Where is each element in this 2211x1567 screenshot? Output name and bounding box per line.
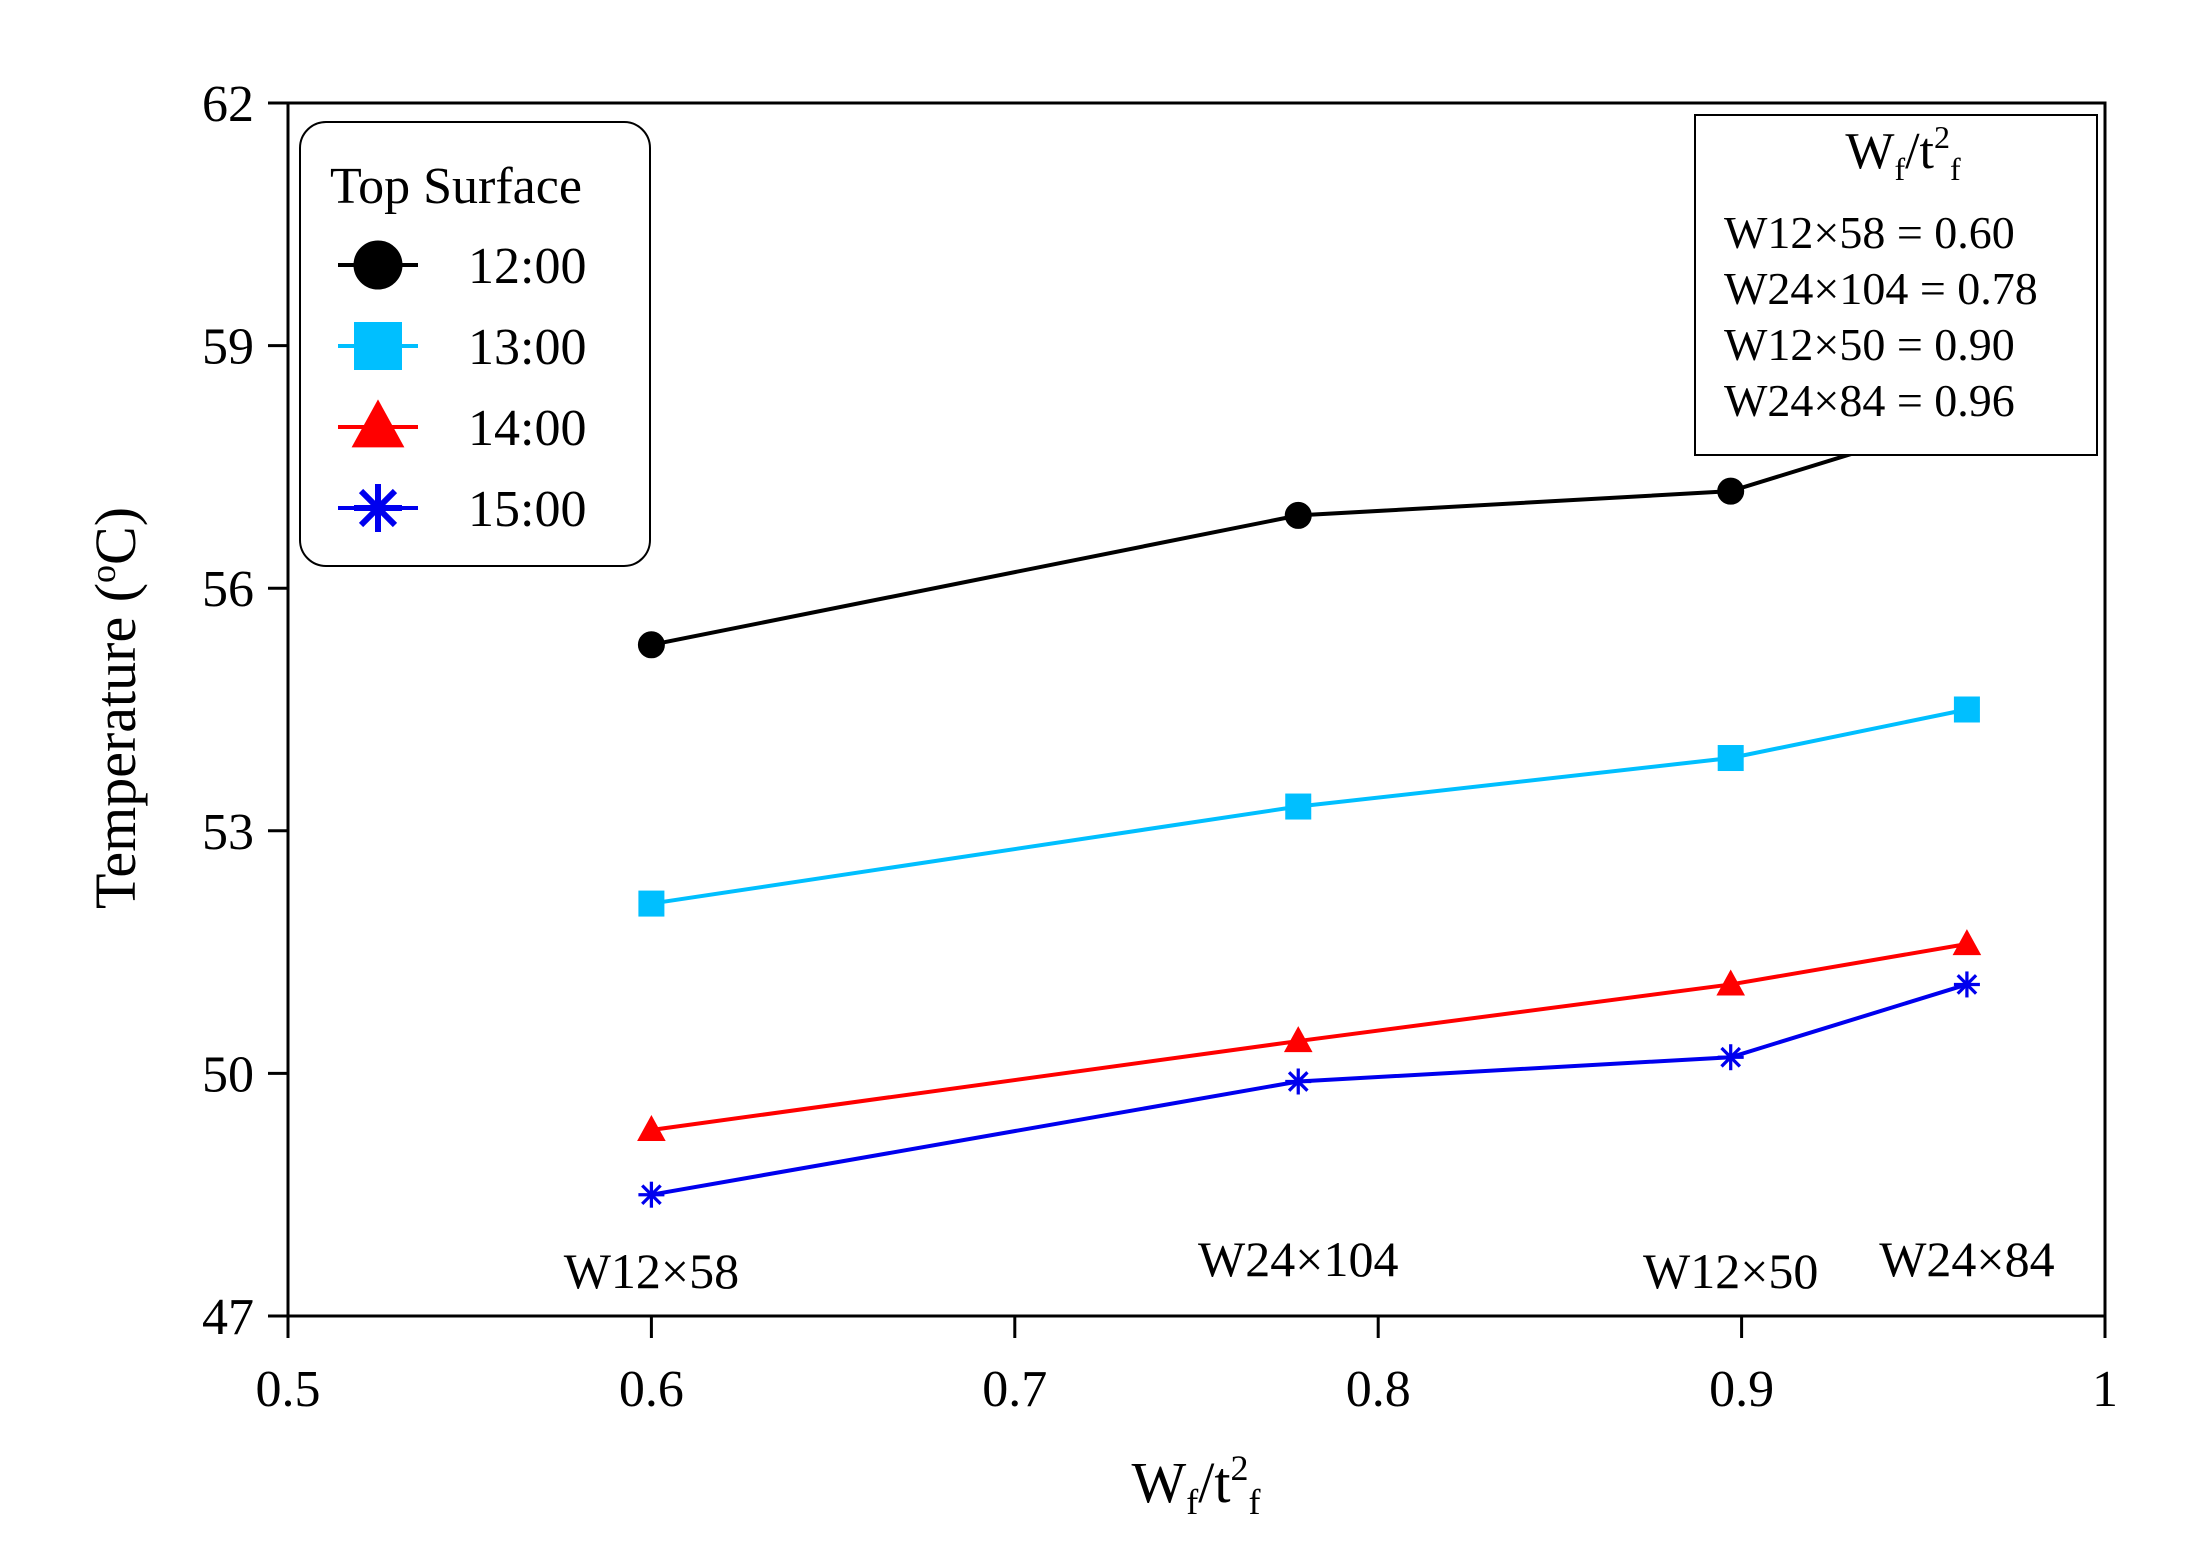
x-tick-label: 0.8 bbox=[1346, 1361, 1411, 1418]
info-line: W12×58 = 0.60 bbox=[1724, 207, 2015, 258]
legend-items: 12:00 13:00 14:00 15:00 bbox=[338, 238, 586, 538]
y-tick-label: 62 bbox=[202, 76, 254, 133]
legend-item: 14:00 bbox=[338, 399, 586, 457]
series-1300 bbox=[638, 696, 1980, 917]
legend-label: 15:00 bbox=[468, 481, 586, 538]
info-box-frame bbox=[1694, 114, 2098, 456]
y-tick-label: 47 bbox=[202, 1289, 254, 1346]
series-1500 bbox=[638, 971, 1980, 1208]
y-tick-label: 53 bbox=[202, 804, 254, 861]
data-point bbox=[1717, 745, 1744, 772]
y-tick-label: 56 bbox=[202, 561, 254, 618]
category-label: W12×50 bbox=[1643, 1243, 1818, 1299]
category-labels: W12×58 W24×104 W12×50 W24×84 bbox=[564, 1231, 2055, 1299]
data-point bbox=[353, 240, 403, 290]
legend-item: 13:00 bbox=[338, 319, 586, 376]
x-tick-label: 0.6 bbox=[619, 1361, 684, 1418]
data-point bbox=[1716, 969, 1745, 996]
plot-frame bbox=[286, 101, 2107, 1318]
data-point bbox=[1285, 793, 1312, 820]
data-point bbox=[1285, 1068, 1312, 1095]
y-axis-title: Temperature (oC) bbox=[83, 507, 148, 909]
data-point bbox=[354, 322, 402, 370]
data-point bbox=[637, 631, 665, 659]
series-line bbox=[651, 942, 1968, 1132]
category-label: W12×58 bbox=[564, 1243, 739, 1299]
series-line bbox=[651, 707, 1968, 906]
y-tick-label: 59 bbox=[202, 319, 254, 376]
x-tick-label: 0.9 bbox=[1709, 1361, 1774, 1418]
data-point bbox=[637, 1115, 666, 1142]
data-point bbox=[638, 1181, 665, 1208]
y-axis: 47 50 53 56 59 62 bbox=[202, 76, 288, 1346]
legend-item: 15:00 bbox=[338, 481, 586, 538]
data-point bbox=[1953, 696, 1980, 723]
data-point bbox=[354, 484, 402, 532]
x-axis: 0.5 0.6 0.7 0.8 0.9 1 bbox=[256, 1316, 2118, 1418]
legend-label: 14:00 bbox=[468, 400, 586, 457]
legend-label: 13:00 bbox=[468, 319, 586, 376]
legend-title: Top Surface bbox=[330, 158, 582, 215]
x-axis-title: Wf/t2f bbox=[1132, 1448, 1261, 1522]
info-line: W24×104 = 0.78 bbox=[1724, 263, 2038, 314]
series-1400 bbox=[637, 929, 1982, 1142]
x-tick-label: 1 bbox=[2092, 1361, 2118, 1418]
series-line bbox=[651, 982, 1968, 1197]
info-line: W24×84 = 0.96 bbox=[1724, 375, 2015, 426]
legend-box bbox=[299, 121, 651, 567]
info-box: Wf/t2f W12×58 = 0.60 W24×104 = 0.78 W12×… bbox=[1694, 114, 2098, 456]
data-point bbox=[1283, 1026, 1313, 1053]
data-point bbox=[351, 399, 405, 448]
category-label: W24×104 bbox=[1198, 1231, 1398, 1287]
x-tick-label: 0.5 bbox=[256, 1361, 321, 1418]
data-point bbox=[1717, 477, 1745, 505]
y-tick-label: 50 bbox=[202, 1046, 254, 1103]
data-point bbox=[1717, 1044, 1744, 1071]
legend-item: 12:00 bbox=[338, 238, 586, 295]
data-point bbox=[1953, 971, 1980, 998]
series-layer bbox=[637, 404, 1982, 1208]
legend-label: 12:00 bbox=[468, 238, 586, 295]
info-line: W12×50 = 0.90 bbox=[1724, 319, 2015, 370]
category-label: W24×84 bbox=[1879, 1231, 2054, 1287]
data-point bbox=[638, 890, 665, 917]
data-point bbox=[1952, 929, 1982, 956]
data-point bbox=[1284, 501, 1312, 529]
x-tick-label: 0.7 bbox=[982, 1361, 1047, 1418]
info-box-title: Wf/t2f bbox=[1845, 119, 1961, 187]
legend: Top Surface 12:00 13:00 14:00 15:00 bbox=[299, 121, 651, 567]
